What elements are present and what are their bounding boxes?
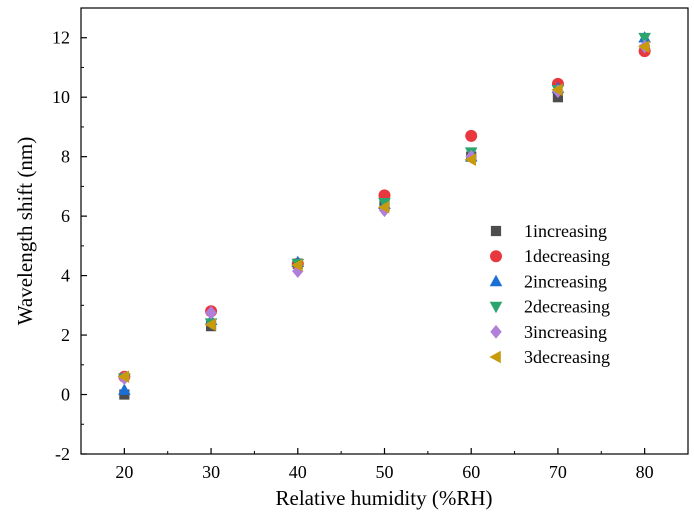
x-tick-label: 50	[376, 462, 394, 482]
data-point	[638, 40, 650, 53]
data-point	[638, 32, 651, 45]
data-point	[377, 200, 390, 214]
data-point	[291, 258, 303, 272]
data-point	[204, 318, 216, 331]
y-tick-label: 2	[61, 325, 70, 345]
y-axis-label: Wavelength shift (nm)	[13, 137, 37, 325]
legend-marker	[489, 301, 503, 314]
legend-label: 2decreasing	[524, 297, 610, 317]
x-tick-label: 60	[462, 462, 480, 482]
tick-labels: 20 30 40 50 60 70 80 -2 0 2 4 6 8 10 12	[52, 28, 654, 482]
y-tick-label: 12	[52, 28, 70, 48]
data-point	[205, 305, 217, 320]
legend-label: 1increasing	[524, 221, 607, 241]
data-point	[117, 370, 130, 383]
legend-marker	[489, 350, 501, 364]
data-point	[551, 83, 563, 97]
legend-label: 2increasing	[524, 271, 607, 291]
legend-item: 3decreasing	[489, 347, 610, 367]
y-tick-label: 10	[52, 87, 70, 107]
y-tick-label: 6	[61, 206, 70, 226]
legend-item: 2increasing	[489, 271, 607, 291]
legend: 1increasing 1decreasing 2increasing 2decrea…	[489, 221, 610, 367]
data-point	[464, 153, 477, 166]
x-tick-label: 40	[289, 462, 307, 482]
y-tick-label: 8	[61, 147, 70, 167]
legend-label: 1decreasing	[524, 246, 610, 266]
legend-item: 2decreasing	[489, 297, 610, 317]
legend-item: 3increasing	[490, 322, 607, 342]
legend-marker	[490, 250, 502, 263]
legend-marker	[490, 225, 502, 237]
x-axis-label: Relative humidity (%RH)	[276, 486, 493, 510]
legend-item: 1increasing	[490, 221, 607, 241]
x-tick-label: 20	[115, 462, 133, 482]
y-tick-label: -2	[55, 444, 70, 464]
data-point	[118, 383, 131, 395]
x-tick-label: 70	[549, 462, 567, 482]
series-3decreasing	[117, 40, 650, 383]
legend-label: 3decreasing	[524, 347, 610, 367]
legend-label: 3increasing	[524, 322, 607, 342]
data-points	[117, 31, 651, 400]
x-tick-label: 80	[636, 462, 654, 482]
legend-marker	[490, 324, 502, 339]
y-tick-label: 0	[61, 385, 70, 405]
legend-marker	[489, 274, 503, 287]
x-tick-label: 30	[202, 462, 220, 482]
legend-item: 1decreasing	[490, 246, 610, 266]
y-tick-label: 4	[61, 266, 70, 286]
axis-ticks	[81, 37, 646, 455]
data-point	[465, 129, 478, 142]
